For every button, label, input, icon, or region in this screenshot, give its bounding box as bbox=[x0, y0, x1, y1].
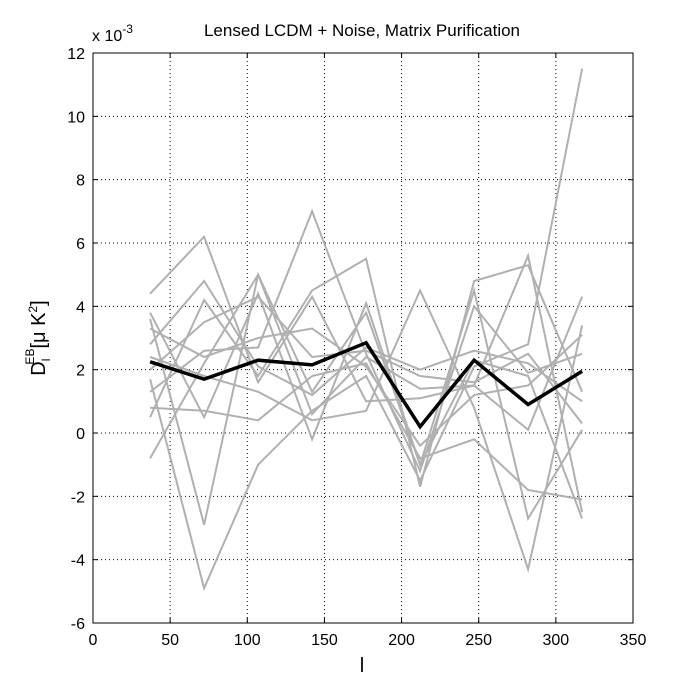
x-tick-label: 50 bbox=[161, 632, 179, 649]
realization-line-6 bbox=[149, 234, 584, 432]
y-axis-label: DlEB[μ K2] bbox=[23, 300, 53, 375]
y-tick-label: 0 bbox=[76, 426, 85, 443]
y-label-subscript: l bbox=[39, 359, 53, 362]
x-tick-label: 100 bbox=[234, 632, 261, 649]
y-tick-label: 10 bbox=[67, 109, 85, 126]
realization-line-2 bbox=[149, 252, 584, 513]
y-label-superscript: EB bbox=[23, 349, 37, 365]
y-tick-labels: -6 -4 -2 0 2 4 6 8 10 12 bbox=[67, 46, 85, 633]
y-label-main: D bbox=[28, 361, 50, 375]
x-tick-label: 150 bbox=[311, 632, 338, 649]
mean-line bbox=[149, 340, 584, 430]
x-axis-label: l bbox=[360, 655, 364, 677]
ticks bbox=[92, 52, 634, 624]
y-tick-label: 4 bbox=[76, 299, 85, 316]
y-tick-label: 8 bbox=[76, 173, 85, 190]
x-tick-label: 200 bbox=[388, 632, 415, 649]
y-label-unit-close: ] bbox=[28, 300, 50, 306]
realization-line-5 bbox=[149, 257, 584, 488]
y-label-unit-k: K bbox=[28, 312, 50, 332]
x-tick-label: 0 bbox=[89, 632, 98, 649]
y-label-unit-open: [ bbox=[28, 343, 50, 349]
realization-line-1 bbox=[149, 271, 583, 526]
y-label-unit-k-power: 2 bbox=[26, 306, 40, 313]
x-tick-labels: 0 50 100 150 200 250 300 350 bbox=[89, 632, 647, 649]
realization-line-8 bbox=[149, 291, 584, 519]
x-tick-label: 250 bbox=[465, 632, 492, 649]
x-tick-label: 350 bbox=[620, 632, 647, 649]
y-tick-label: -4 bbox=[71, 553, 85, 570]
realization-line-7 bbox=[149, 288, 584, 573]
chart-title: Lensed LCDM + Noise, Matrix Purification bbox=[204, 21, 520, 40]
y-tick-label: 12 bbox=[67, 46, 85, 63]
realization-line-9 bbox=[149, 295, 583, 425]
y-multiplier-exponent: -3 bbox=[122, 22, 133, 36]
y-label-unit-mu: μ bbox=[28, 331, 50, 343]
y-tick-label: 6 bbox=[76, 236, 85, 253]
plot-background bbox=[93, 53, 633, 623]
y-tick-label: 2 bbox=[76, 363, 85, 380]
x-tick-label: 300 bbox=[543, 632, 570, 649]
realization-line-12 bbox=[149, 279, 583, 403]
realization-line-4 bbox=[149, 68, 584, 592]
plot-frame bbox=[92, 52, 634, 624]
mean-line-group bbox=[149, 340, 584, 430]
y-multiplier-base: x 10 bbox=[92, 28, 122, 45]
y-tick-label: -2 bbox=[71, 489, 85, 506]
y-multiplier-label: x 10-3 bbox=[92, 22, 133, 45]
realization-line-10 bbox=[150, 362, 583, 501]
y-tick-label: -6 bbox=[71, 616, 85, 633]
